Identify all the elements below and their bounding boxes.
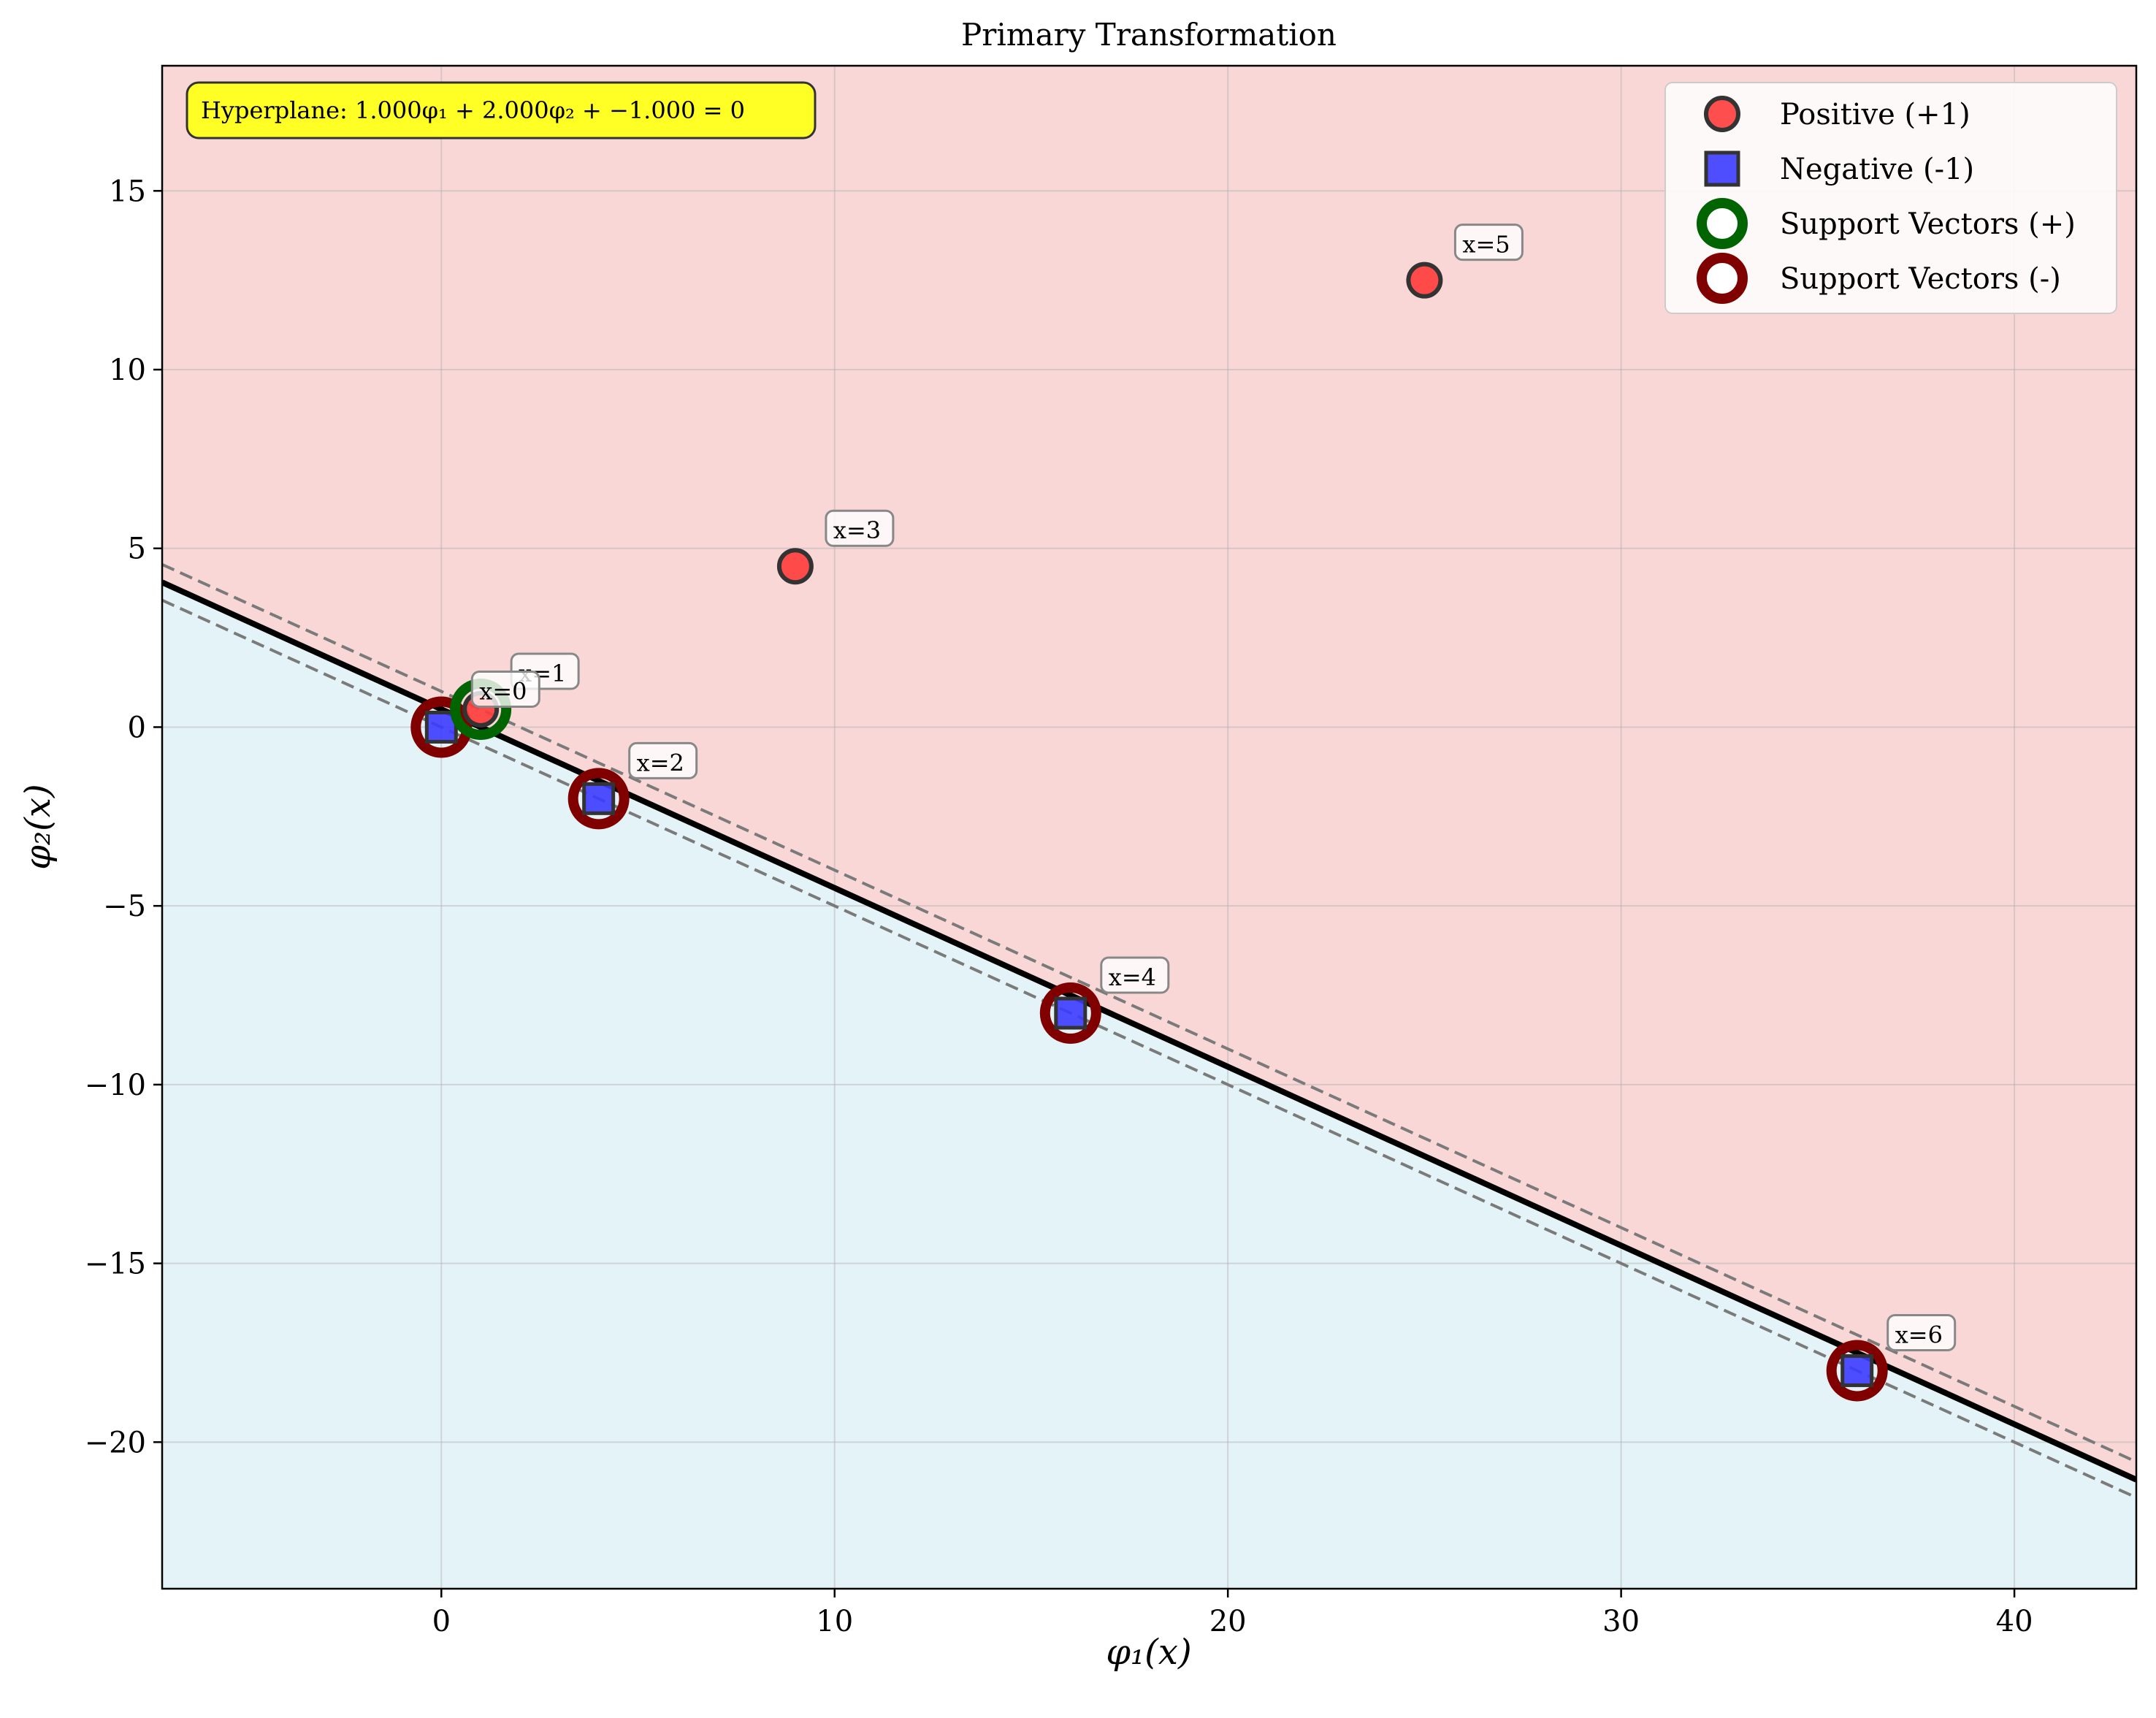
annotation-box: [1100, 956, 1170, 994]
legend-marker-support: [1697, 253, 1748, 304]
hyperplane-equation-box: Hyperplane: 1.000φ₁ + 2.000φ₂ + −1.000 =…: [186, 81, 817, 140]
annotation-label: x=2: [637, 749, 684, 776]
annotation-box: [1886, 1313, 1957, 1351]
x-tick-label: 10: [816, 1605, 853, 1638]
positive-point: [1406, 261, 1443, 299]
y-tick-label: −10: [85, 1069, 146, 1102]
legend-item: Positive (+1): [1704, 96, 1970, 132]
y-tick-label: −15: [85, 1248, 146, 1281]
point-annotation: x=3: [825, 509, 895, 547]
legend-label: Support Vectors (+): [1780, 207, 2076, 241]
legend: Positive (+1) Negative (-1) Support Vector…: [1664, 82, 2117, 314]
annotation-box: [1453, 224, 1524, 261]
annotation-label: x=3: [833, 516, 881, 544]
y-tick-label: −5: [103, 890, 146, 923]
plot-area: x=1x=3x=5x=0x=2x=4x=6: [162, 66, 2136, 1589]
legend-marker-negative: [1704, 150, 1740, 187]
annotation-box: [825, 509, 895, 547]
x-axis-ticks: 0 10 20 30 40: [432, 1589, 2033, 1638]
x-tick-label: 30: [1602, 1605, 1640, 1638]
annotation-box: [470, 670, 540, 708]
y-tick-label: 5: [128, 532, 146, 566]
y-tick-label: −20: [85, 1426, 146, 1459]
y-tick-label: 0: [128, 711, 146, 744]
legend-item: Support Vectors (-): [1697, 253, 2061, 304]
legend-marker-positive: [1704, 96, 1740, 132]
positive-region: [162, 66, 2136, 1480]
point-annotation: x=6: [1886, 1313, 1957, 1351]
y-axis-label: φ₂(x): [18, 784, 58, 869]
hyperplane-equation: Hyperplane: 1.000φ₁ + 2.000φ₂ + −1.000 =…: [201, 96, 745, 124]
x-tick-label: 40: [1996, 1605, 2033, 1638]
legend-item: Support Vectors (+): [1697, 198, 2076, 249]
legend-item: Negative (-1): [1704, 150, 1974, 187]
legend-frame: [1664, 82, 2117, 314]
y-tick-label: 10: [109, 354, 146, 387]
chart-title: Primary Transformation: [961, 17, 1337, 53]
legend-marker-support: [1697, 198, 1748, 249]
support-vector-negative: [1039, 982, 1101, 1045]
point-annotation: x=0: [470, 670, 540, 708]
annotation-label: x=0: [479, 677, 527, 705]
negative-point: [582, 782, 616, 815]
legend-label: Negative (-1): [1780, 153, 1974, 186]
annotation-box: [628, 741, 698, 779]
grid: [162, 66, 2136, 1589]
x-tick-label: 0: [432, 1605, 451, 1638]
y-tick-label: 15: [109, 175, 146, 208]
margin-line-lower: [162, 598, 2136, 1500]
point-annotation: x=2: [628, 741, 698, 779]
annotation-label: x=4: [1109, 963, 1156, 991]
y-axis-ticks: −20 −15 −10 −5 0 5 10 15: [85, 175, 162, 1459]
point-annotations: x=1x=3x=5x=0x=2x=4x=6: [470, 224, 1957, 1351]
support-vector-negative: [567, 768, 630, 830]
support-vector-negative: [1826, 1340, 1888, 1402]
negative-point: [1054, 996, 1087, 1030]
legend-label: Positive (+1): [1780, 98, 1970, 131]
positive-point: [776, 548, 814, 585]
point-annotation: x=5: [1453, 224, 1524, 261]
negative-point: [1840, 1354, 1874, 1387]
negative-region: [162, 582, 2136, 1589]
annotation-label: x=6: [1895, 1321, 1943, 1348]
point-annotation: x=4: [1100, 956, 1170, 994]
legend-label: Support Vectors (-): [1780, 262, 2061, 296]
plot-frame: [161, 64, 2138, 1590]
annotation-label: x=5: [1462, 231, 1510, 259]
x-tick-label: 20: [1209, 1605, 1247, 1638]
x-axis-label: φ₁(x): [1106, 1632, 1191, 1673]
